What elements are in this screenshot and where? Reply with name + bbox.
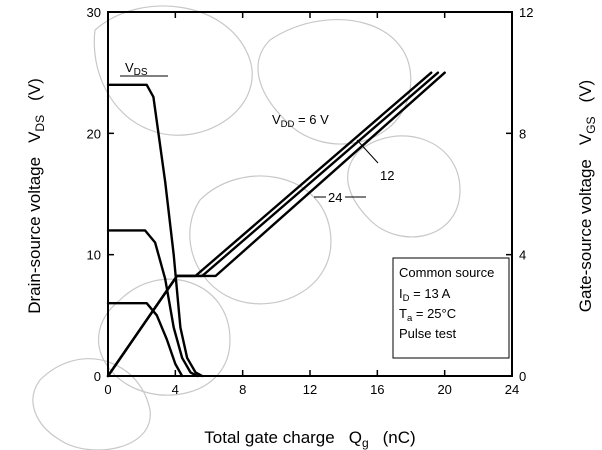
x-tick-label: 4 bbox=[172, 382, 179, 397]
y-left-tick-label: 0 bbox=[94, 369, 101, 384]
y-left-tick-label: 10 bbox=[87, 248, 101, 263]
conditions-box: Common source ID = 13 A Ta = 25°C Pulse … bbox=[392, 257, 510, 359]
conditions-frame bbox=[392, 257, 510, 359]
y-right-tick-labels: 0 4 8 12 bbox=[519, 5, 533, 384]
y-right-tick-label: 0 bbox=[519, 369, 526, 384]
vds-curve-1 bbox=[106, 229, 199, 378]
x-tick-label: 12 bbox=[303, 382, 317, 397]
y-right-tick-label: 12 bbox=[519, 5, 533, 20]
condition-source: Common source bbox=[399, 265, 494, 280]
y-left-tick-label: 30 bbox=[87, 5, 101, 20]
x-tick-labels: 0 4 8 12 16 20 24 bbox=[104, 382, 519, 397]
condition-pulse: Pulse test bbox=[399, 326, 456, 341]
vgs-curve-5 bbox=[106, 71, 433, 378]
y-right-tick-label: 4 bbox=[519, 248, 526, 263]
y-left-axis-title: Drain-source voltageVDS(V) bbox=[25, 78, 47, 314]
tick-marks bbox=[107, 11, 513, 377]
condition-temperature: Ta = 25°C bbox=[399, 306, 456, 324]
x-axis-title: Total gate charge Qg (nC) bbox=[204, 428, 415, 450]
x-tick-label: 24 bbox=[505, 382, 519, 397]
x-tick-label: 0 bbox=[104, 382, 111, 397]
y-right-axis-title: Gate-source voltageVGS(V) bbox=[576, 80, 598, 312]
vds-curve-2 bbox=[106, 302, 184, 378]
vds-annotation: VDS bbox=[125, 60, 148, 78]
label-24: 24 bbox=[328, 190, 342, 205]
vds-curve-0 bbox=[106, 83, 204, 378]
y-right-tick-label: 8 bbox=[519, 126, 526, 141]
x-tick-label: 8 bbox=[239, 382, 246, 397]
x-tick-label: 16 bbox=[370, 382, 384, 397]
watermark bbox=[32, 5, 461, 450]
y-left-tick-label: 20 bbox=[87, 126, 101, 141]
condition-current: ID = 13 A bbox=[399, 286, 451, 304]
y-left-tick-labels: 0 10 20 30 bbox=[87, 5, 101, 384]
x-tick-label: 20 bbox=[437, 382, 451, 397]
vdd-annotation: VDD = 6 V bbox=[272, 112, 329, 130]
label-12: 12 bbox=[380, 168, 394, 183]
vdd-12-leader bbox=[356, 139, 379, 164]
series-layer bbox=[106, 71, 446, 378]
